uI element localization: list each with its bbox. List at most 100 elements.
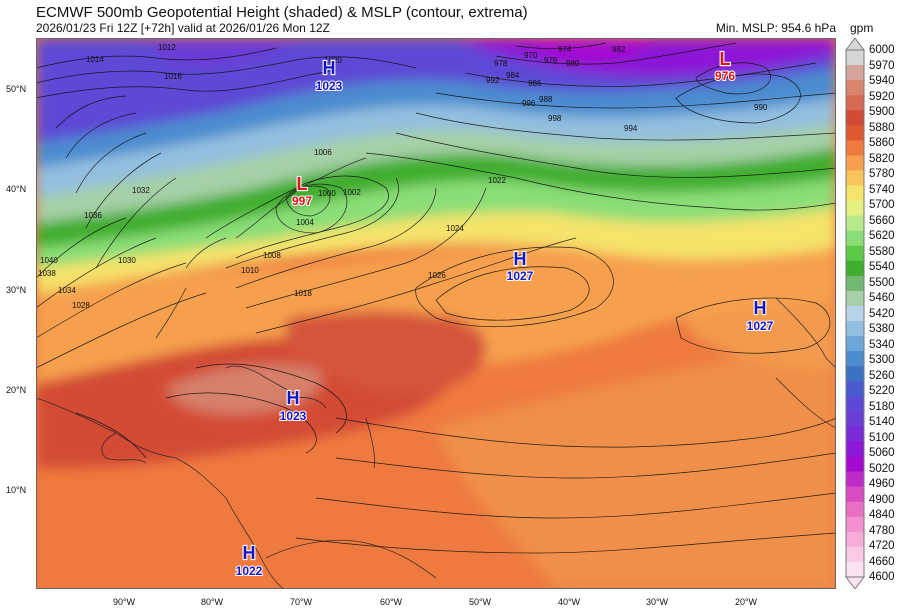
lat-label: 30°N — [6, 285, 27, 295]
colorbar-swatch — [846, 80, 864, 96]
isobar-label: 984 — [506, 71, 520, 80]
colorbar-swatch — [846, 230, 864, 247]
colorbar-swatch — [846, 336, 864, 352]
colorbar-swatch — [846, 50, 864, 66]
colorbar-swatch — [846, 546, 864, 563]
isobar-label: 1034 — [58, 286, 76, 295]
extrema-letter: L — [720, 49, 731, 69]
isobar-label: 1040 — [40, 256, 58, 265]
colorbar-swatch — [846, 561, 864, 578]
height-shading — [36, 38, 836, 589]
isobar-label: 992 — [486, 76, 500, 85]
colorbar-swatch — [846, 351, 864, 367]
isobar-label: 1008 — [263, 251, 281, 260]
colorbar-min-arrow — [845, 576, 865, 589]
colorbar-label: 4900 — [869, 493, 895, 506]
isobar-label: 1038 — [38, 269, 56, 278]
isobar-label: 1022 — [488, 176, 506, 185]
colorbar-label: 5220 — [869, 385, 895, 397]
lon-label: 50°W — [468, 597, 492, 607]
isobar-label: 1002 — [343, 188, 361, 197]
isobar-label: 982 — [612, 45, 626, 54]
isobar-labels: 1012 1014 1016 1020 1010 1008 1006 1004 … — [38, 43, 768, 310]
colorbar-swatch — [846, 155, 864, 171]
isobar-label: 980 — [566, 59, 580, 68]
colorbar-label: 5180 — [869, 400, 895, 413]
isobar-label: 1026 — [428, 271, 446, 280]
coastlines — [36, 157, 836, 589]
colorbar-swatch — [846, 95, 864, 111]
isobar-label: 976 — [544, 56, 558, 65]
colorbar-label: 5580 — [869, 245, 895, 258]
colorbar-label: 5820 — [869, 152, 895, 165]
colorbar-label: 5900 — [869, 106, 895, 118]
colorbar-label: 5700 — [869, 199, 895, 211]
colorbar-swatch — [846, 486, 864, 503]
isobar-label: 1004 — [296, 218, 314, 227]
extrema-value: 1022 — [236, 564, 263, 578]
isobar-label: 1030 — [118, 256, 136, 265]
high-center: H 1022 — [235, 542, 264, 579]
lat-label: 10°N — [6, 485, 27, 495]
colorbar-label: 5920 — [869, 90, 895, 103]
colorbar-label: 5260 — [869, 369, 895, 382]
colorbar-label: 4720 — [869, 540, 895, 552]
high-center: H 1027 — [746, 297, 775, 334]
isobar-label: 970 — [524, 51, 538, 60]
colorbar-label: 5620 — [869, 230, 895, 242]
colorbar-swatch — [846, 170, 864, 187]
isobars — [36, 42, 836, 554]
colorbar-swatch — [846, 531, 864, 548]
colorbar-label: 5060 — [869, 447, 895, 459]
extrema-letter: H — [287, 388, 300, 408]
lon-label: 70°W — [289, 597, 313, 607]
colorbar-swatch — [846, 260, 864, 277]
isobar-label: 986 — [528, 79, 542, 88]
colorbar-swatch — [846, 185, 864, 202]
colorbar-swatch — [846, 290, 864, 307]
lat-label: 40°N — [6, 184, 27, 194]
isobar-label: 1014 — [86, 55, 104, 64]
weather-map: 1012 1014 1016 1020 1010 1008 1006 1004 … — [36, 38, 836, 589]
lon-label: 90°W — [112, 597, 136, 607]
colorbar-label: 5740 — [869, 183, 895, 196]
colorbar-label: 5100 — [869, 431, 895, 444]
isobar-label: 974 — [558, 45, 572, 54]
map-title: ECMWF 500mb Geopotential Height (shaded)… — [36, 4, 528, 21]
high-center: H 1027 — [506, 248, 535, 284]
colorbar-swatch — [846, 321, 864, 337]
colorbar-swatch — [846, 366, 864, 382]
colorbar-swatch — [846, 110, 864, 126]
colorbar-label: 5780 — [869, 168, 895, 180]
colorbar-label: 5140 — [869, 416, 895, 428]
colorbar-swatch — [846, 200, 864, 217]
colorbar-label: 5880 — [869, 121, 895, 134]
extrema-value: 1027 — [747, 319, 774, 333]
colorbar-max-arrow — [845, 38, 865, 51]
colorbar-label: 4840 — [869, 509, 895, 521]
colorbar-label: 5660 — [869, 214, 895, 227]
extrema-letter: H — [323, 58, 336, 78]
colorbar-label: 4960 — [869, 478, 895, 490]
colorbar-label: 4780 — [869, 524, 895, 537]
isobar-label: 1016 — [164, 72, 182, 81]
colorbar-label: 5500 — [869, 276, 895, 289]
colorbar-label: 5970 — [869, 59, 895, 72]
isobar-label: 1032 — [132, 186, 150, 195]
colorbar-swatch — [846, 426, 864, 442]
extrema-letter: H — [514, 249, 527, 269]
colorbar-swatch — [846, 125, 864, 141]
extrema-letter: H — [754, 298, 767, 318]
extrema-letter: L — [297, 174, 308, 194]
colorbar-label: 5540 — [869, 261, 895, 273]
isobar-label: 978 — [494, 59, 508, 68]
high-center: H 1023 — [315, 57, 344, 94]
isobar-label: 994 — [624, 124, 638, 133]
low-center: L 997 — [291, 173, 313, 209]
colorbar-label: 5460 — [869, 292, 895, 304]
colorbar-label: 5020 — [869, 462, 895, 475]
isobar-label: 990 — [754, 103, 768, 112]
colorbar-swatch — [846, 516, 864, 533]
colorbar-label: 5860 — [869, 137, 895, 149]
lon-label: 30°W — [645, 597, 669, 607]
